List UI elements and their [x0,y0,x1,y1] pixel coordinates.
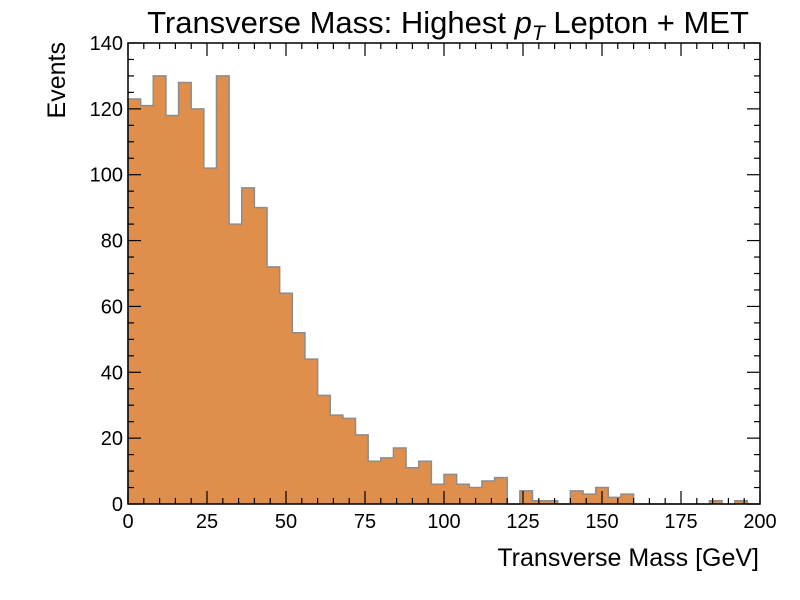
y-tick-label: 60 [101,296,123,318]
title-subscript: T [532,22,547,45]
histogram-bar [153,75,167,504]
y-tick-label: 0 [112,494,123,516]
x-tick-label: 50 [275,511,297,533]
histogram-bar [418,461,432,504]
histogram-bar [620,494,634,504]
histogram-bar [191,108,205,504]
title-math: p [514,5,532,40]
x-tick-label: 0 [122,511,133,533]
title-suffix: Lepton + MET [545,5,749,40]
y-tick-label: 40 [101,362,123,384]
histogram-bar [267,266,280,504]
histogram-bar [734,500,748,504]
y-axis-label: Events [43,42,71,118]
histogram-bar [393,448,407,504]
histogram-bar [140,105,154,505]
title-prefix: Transverse Mass: Highest [147,5,515,40]
histogram-bar [165,115,179,504]
y-tick-label: 80 [101,231,123,253]
histogram-bar [444,474,457,504]
histogram-bar [709,500,723,504]
histogram-bar [519,490,533,504]
histogram-bar [229,224,243,504]
histogram-bar [380,457,394,504]
bars [128,75,748,505]
histogram-bar [342,418,356,504]
y-tick-label: 20 [101,428,123,450]
histogram-bar [128,98,141,504]
histogram-bar [216,75,230,504]
x-tick-label: 25 [196,511,218,533]
histogram-bar [178,82,192,504]
histogram-bar [456,484,470,504]
histogram-bar [545,500,559,504]
x-tick-label: 200 [743,511,776,533]
y-tick-label: 100 [90,165,123,187]
histogram-bar [279,293,293,504]
histogram-step-outline [127,75,760,505]
x-tick-label: 150 [585,511,618,533]
histogram-bar [469,487,483,504]
histogram-bar [583,494,596,504]
histogram-bar [431,484,445,504]
histogram-bar [304,359,318,504]
x-axis-label: Transverse Mass [GeV] [497,544,759,572]
y-tick-label: 120 [90,99,123,121]
chart-title: Transverse Mass: Highest pT Lepton + MET [147,5,749,45]
histogram-bar [292,332,306,504]
x-tick-label: 100 [427,511,460,533]
histogram-bar [330,415,344,504]
histogram-bar [317,395,331,504]
histogram-bar [608,497,622,504]
y-tick-label: 140 [90,33,123,55]
histogram-bar [481,480,495,504]
histogram-bar [570,490,584,504]
x-tick-label: 75 [354,511,376,533]
histogram-bar [355,434,369,504]
x-tick-label: 125 [506,511,539,533]
histogram-bar [241,187,255,504]
x-tick-label: 175 [664,511,697,533]
histogram-bar [406,467,420,504]
histogram-bar [254,207,268,504]
histogram-bar [494,477,508,504]
plot-frame [127,42,761,505]
histogram-bar [368,461,382,504]
histogram-bar [203,168,217,504]
